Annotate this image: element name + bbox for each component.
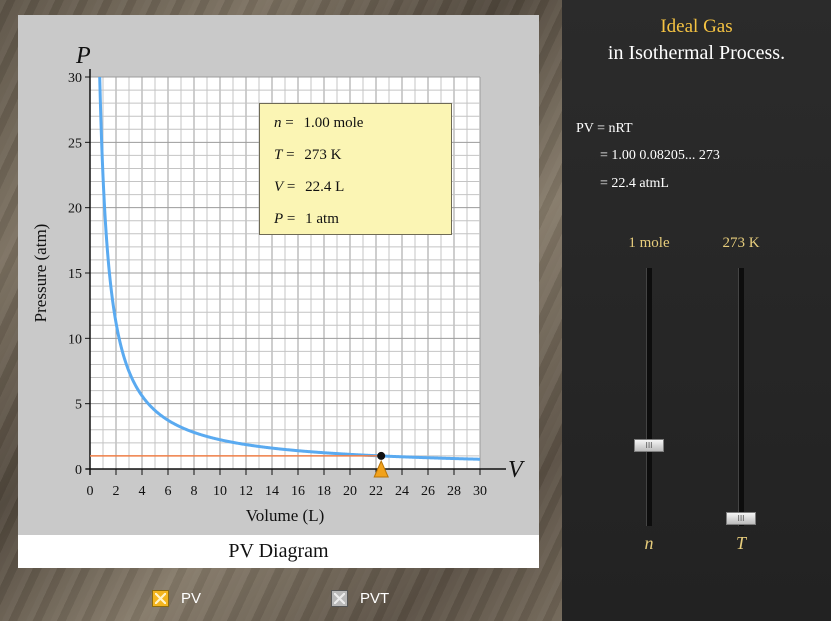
x-tick-label: 20 xyxy=(343,484,357,499)
pv-plot: 0 2 4 6 8 10 12 14 16 18 20 22 24 26 28 30051015202530P… xyxy=(31,43,525,525)
y-tick-label: 10 xyxy=(68,332,82,347)
control-panel: Ideal Gas in Isothermal Process. PV = nR… xyxy=(562,0,831,621)
y-tick-label: 25 xyxy=(68,136,82,151)
x-tick-label: 10 xyxy=(213,484,227,499)
slider-t-thumb[interactable]: III xyxy=(726,512,756,525)
diagram-caption: PV Diagram xyxy=(18,535,539,568)
pvt-checkbox-icon[interactable] xyxy=(331,590,348,607)
x-tick-label: 0 xyxy=(87,484,94,499)
panel-title: Ideal Gas xyxy=(660,16,733,37)
equation-line-2: = 1.00 0.08205... 273 xyxy=(600,148,720,163)
x-tick-label: 26 xyxy=(421,484,435,499)
y-tick-label: 20 xyxy=(68,202,82,217)
t-symbol: T xyxy=(274,147,283,163)
info-row-p: P = 1 atm xyxy=(274,211,339,227)
check-icon xyxy=(155,593,166,604)
y-tick-label: 15 xyxy=(68,267,82,282)
pv-graph-card: 0 2 4 6 8 10 12 14 16 18 20 22 24 26 28 30 0 5 10 15 20 25 30 P… xyxy=(18,15,539,568)
x-tick-label: 6 xyxy=(165,484,172,499)
info-row-v: V = 22.4 L xyxy=(274,179,345,195)
uncheck-icon xyxy=(334,593,345,604)
info-row-t: T = 273 K xyxy=(274,147,342,163)
x-axis-label: Volume (L) xyxy=(246,506,325,525)
equation-line-1: PV = nRT xyxy=(576,121,633,136)
state-info-box: n = 1.00 mole T = 273 K V = 22.4 L P = 1… xyxy=(259,103,452,235)
pvt-toggle-label: PVT xyxy=(360,590,390,607)
y-tick-label: 5 xyxy=(75,398,82,413)
slider-n-thumb[interactable]: III xyxy=(634,438,664,452)
slider-n-track[interactable] xyxy=(646,268,652,526)
current-state-point xyxy=(377,451,386,460)
toggle-pvt[interactable]: PVT xyxy=(331,590,389,607)
x-tick-label: 8 xyxy=(191,484,198,499)
y-axis-label: Pressure (atm) xyxy=(31,224,50,323)
y-tick-label: 30 xyxy=(68,71,82,86)
t-value: 273 K xyxy=(304,147,342,163)
slider-t-symbol: T xyxy=(735,533,746,553)
y-tick-label: 0 xyxy=(75,463,82,478)
n-value: 1.00 mole xyxy=(303,115,364,131)
x-tick-label: 30 xyxy=(473,484,487,499)
slider-n-value: 1 mole xyxy=(628,235,670,251)
x-tick-label: 4 xyxy=(139,484,146,499)
volume-marker-icon xyxy=(373,459,389,478)
x-tick-label: 12 xyxy=(239,484,253,499)
x-tick-label: 18 xyxy=(317,484,331,499)
slider-t-value: 273 K xyxy=(722,235,760,251)
x-tick-label: 16 xyxy=(291,484,305,499)
x-tick-label: 14 xyxy=(265,484,279,499)
v-symbol: V xyxy=(274,179,284,195)
slider-n-symbol: n xyxy=(644,533,654,553)
x-tick-label: 28 xyxy=(447,484,461,499)
isotherm-curve xyxy=(98,76,480,461)
x-axis-symbol: V xyxy=(508,457,525,483)
v-value: 22.4 L xyxy=(305,179,345,195)
n-symbol: n xyxy=(274,115,282,131)
slider-t-track[interactable] xyxy=(738,268,744,526)
pv-checkbox-icon[interactable] xyxy=(152,590,169,607)
equation-line-3: = 22.4 atmL xyxy=(600,176,669,191)
p-value: 1 atm xyxy=(305,211,339,227)
p-symbol: P xyxy=(274,211,284,227)
x-tick-label: 24 xyxy=(395,484,409,499)
y-axis-symbol: P xyxy=(75,43,91,69)
panel-subtitle: in Isothermal Process. xyxy=(607,42,786,64)
pv-toggle-label: PV xyxy=(181,590,202,607)
x-tick-label: 22 xyxy=(369,484,383,499)
info-row-n: n = 1.00 mole xyxy=(274,115,364,131)
toggle-pv[interactable]: PV xyxy=(152,590,201,607)
x-tick-label: 2 xyxy=(113,484,120,499)
